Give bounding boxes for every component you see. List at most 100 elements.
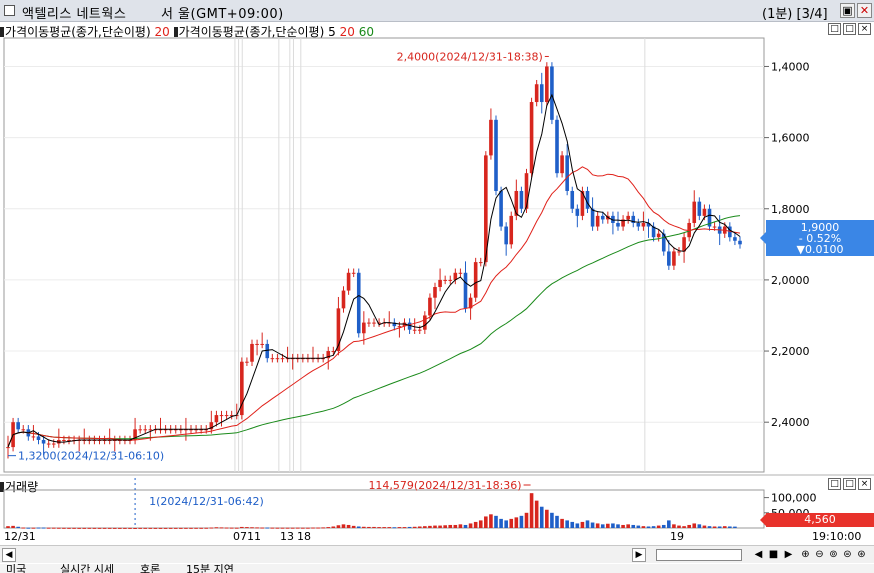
candle-body (682, 237, 686, 252)
candle-body (611, 215, 615, 223)
panel-close-button[interactable]: × (858, 23, 871, 35)
zoom-out-icon[interactable]: ⊖ (815, 549, 824, 560)
price-panel-header: 가격이동평균(종가,단순이평) 20 가격이동평균(종가,단순이평) 5 20 … (0, 23, 760, 39)
candle-body (646, 222, 651, 227)
volume-bar (229, 527, 234, 529)
volume-panel-close-button[interactable]: × (858, 478, 871, 490)
candle-body (534, 84, 539, 103)
volume-bar (311, 527, 315, 529)
checkbox-icon[interactable] (4, 5, 15, 16)
volume-bar (16, 526, 20, 528)
volume-bar (590, 522, 595, 528)
candle-body (326, 351, 331, 359)
candle-body (656, 233, 661, 238)
volume-bar (331, 526, 336, 528)
volume-bar (301, 527, 305, 529)
volume-bar (575, 523, 580, 528)
scroll-left-end-icon[interactable]: ◀ (754, 549, 763, 560)
candle-body (255, 343, 259, 345)
stop-icon[interactable]: ■ (768, 549, 779, 560)
volume-bar (646, 526, 651, 528)
candle-body (590, 208, 595, 227)
candle-body (514, 190, 519, 216)
scroll-right-arrow-icon[interactable]: ▶ (632, 548, 646, 562)
zoom-in-icon[interactable]: ⊕ (801, 549, 810, 560)
candle-body (31, 436, 36, 438)
scroll-right-end-icon[interactable]: ▶ (784, 549, 793, 560)
candle-body (499, 190, 503, 227)
tab-quote[interactable]: 호론 (140, 564, 161, 573)
x-label-11: 11 (247, 530, 261, 543)
volume-bar (362, 526, 366, 528)
volume-bar (524, 512, 529, 528)
scroll-thumb[interactable] (656, 549, 742, 561)
panel-minimize-button[interactable]: □ (828, 23, 841, 35)
volume-bar (219, 527, 224, 529)
volume-bar (280, 527, 285, 529)
volume-panel-minimize-button[interactable]: □ (828, 478, 841, 490)
volume-bar (214, 527, 219, 529)
candle-body (224, 415, 229, 417)
volume-bar (677, 525, 681, 528)
ma-label-1[interactable]: 가격이동평균(종가,단순이평) (5, 25, 151, 39)
volume-panel-maximize-button[interactable]: □ (843, 478, 856, 490)
volume-bar (423, 526, 427, 528)
tab-us[interactable]: 미국 (6, 564, 27, 573)
volume-bar (321, 527, 325, 529)
zoom-fit-icon[interactable]: ⊜ (843, 549, 852, 560)
stock-title: 액텔리스 네트웍스 서 울(GMT+09:00) (22, 3, 284, 22)
candle-body (51, 443, 56, 445)
volume-tick-label: 100,000 (771, 492, 817, 505)
volume-bar (372, 526, 376, 528)
candle-body (651, 226, 656, 238)
zoom-reset-icon[interactable]: ⊚ (829, 549, 838, 560)
volume-bar (402, 527, 407, 529)
candle-body (519, 190, 524, 209)
price-volume-chart[interactable]: 2,4000(2024/12/31-18:38) 1,3200(2024/12/3… (0, 0, 874, 545)
candle-body (539, 84, 544, 103)
tab-delay[interactable]: 15분 지연 (186, 564, 234, 573)
panel-maximize-button[interactable]: □ (843, 23, 856, 35)
volume-bar (387, 527, 392, 529)
volume-bar (295, 527, 300, 529)
scroll-left-arrow-icon[interactable]: ◀ (2, 548, 16, 562)
candle-body (270, 358, 275, 360)
volume-bar (382, 527, 386, 529)
tab-realtime[interactable]: 실시간 시세 (60, 564, 115, 573)
panel-indicator-icon (173, 27, 178, 37)
volume-bar (143, 527, 148, 529)
volume-bar (672, 524, 676, 528)
volume-bar (550, 512, 554, 528)
volume-bar (377, 527, 381, 529)
candle-body (204, 429, 209, 431)
candle-body (356, 272, 361, 334)
candle-body (168, 429, 173, 431)
volume-bar (478, 520, 483, 528)
candle-body (199, 429, 203, 431)
volume-bar (539, 506, 544, 528)
volume-bar (687, 524, 691, 528)
candle-body (179, 429, 183, 431)
candle-body (473, 262, 478, 298)
search-icon[interactable]: ⊛ (857, 549, 866, 560)
volume-bar (682, 526, 686, 528)
ma-label-2[interactable]: 가격이동평균(종가,단순이평) (178, 25, 325, 39)
ma-period-5: 5 (328, 25, 336, 39)
candle-body (728, 226, 732, 238)
volume-bar (31, 527, 36, 529)
x-label-date: 12/31 (4, 530, 36, 543)
volume-bar (606, 523, 610, 528)
chart-scrollbar[interactable]: ◀ ▶ ◀ ■ ▶ ⊕ ⊖ ⊚ ⊜ ⊛ (0, 545, 874, 563)
candle-body (173, 429, 178, 431)
volume-bar (270, 527, 275, 529)
candle-body (158, 429, 163, 431)
price-tick-label: 1,6000 (771, 132, 810, 145)
candle-body (672, 251, 676, 266)
candle-body (626, 215, 630, 220)
candle-body (738, 240, 742, 245)
volume-bar (656, 525, 661, 528)
ma-period-60: 60 (358, 25, 374, 39)
volume-bar (189, 527, 193, 529)
restore-icon[interactable]: ▣ (840, 3, 855, 18)
close-icon[interactable]: ✕ (857, 3, 872, 18)
